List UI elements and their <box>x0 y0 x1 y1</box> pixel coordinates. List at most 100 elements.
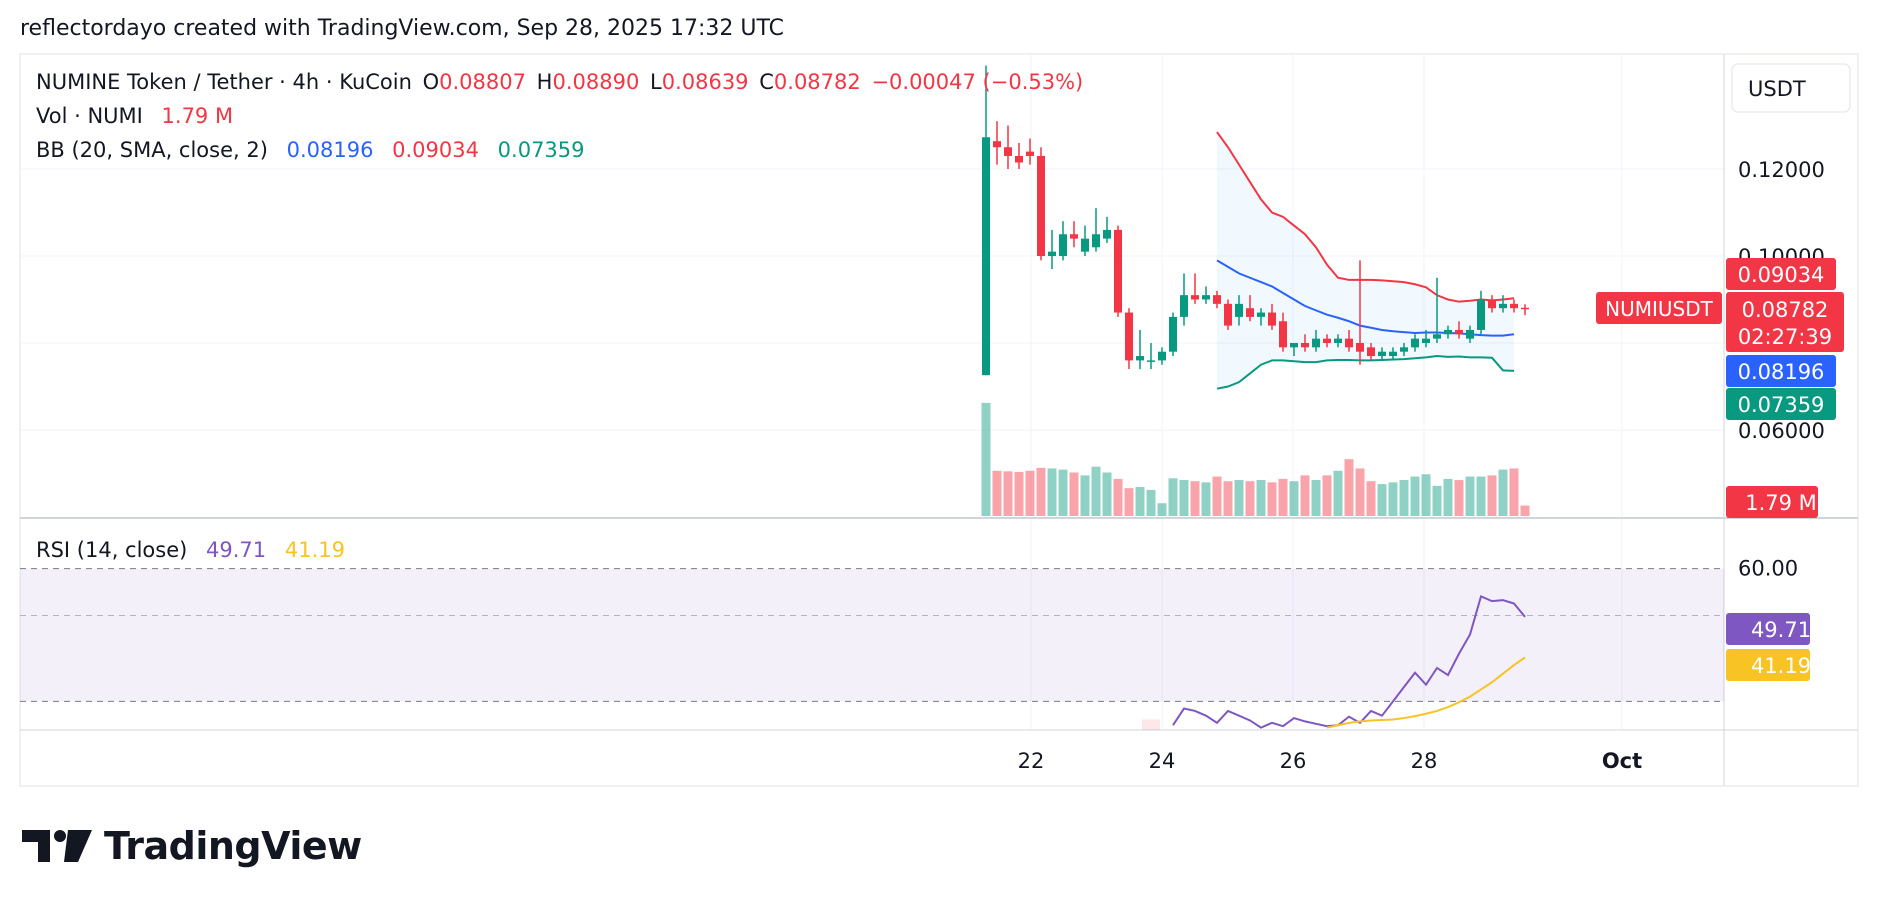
candle-body <box>1378 351 1386 357</box>
candle <box>982 65 990 376</box>
candle <box>1158 347 1166 365</box>
high-value: 0.08890 <box>552 70 640 94</box>
candle <box>1213 290 1221 309</box>
candle-body <box>1323 338 1331 343</box>
candle <box>1191 273 1199 304</box>
volume-bar <box>1212 476 1222 516</box>
logo-text: TradingView <box>104 824 362 868</box>
rsi-ma-value: 41.19 <box>284 538 345 562</box>
candle <box>1521 304 1529 316</box>
candle <box>1257 308 1265 326</box>
volume-bar <box>1432 485 1442 516</box>
candle-body <box>982 137 990 376</box>
chart-grid <box>20 54 1724 730</box>
bb-legend[interactable]: BB (20, SMA, close, 2) 0.08196 0.09034 0… <box>36 138 589 162</box>
bb-label: BB (20, SMA, close, 2) <box>36 138 268 162</box>
candle-body <box>1213 295 1221 304</box>
tradingview-logo-icon <box>22 830 92 862</box>
candle-body <box>1422 338 1430 343</box>
chart-frame <box>19 53 1859 787</box>
time-tick-label: 24 <box>1149 749 1176 773</box>
symbol-badge: NUMIUSDT <box>1596 292 1722 324</box>
candle <box>1345 329 1353 352</box>
candles <box>982 65 1529 376</box>
candle <box>1004 125 1012 169</box>
time-tick-label: 22 <box>1018 749 1045 773</box>
rsi-oversold-fill <box>1142 719 1160 730</box>
volume-bar <box>1278 478 1288 516</box>
rsi-ma-badge: 41.19 <box>1726 649 1811 681</box>
candle <box>1400 343 1408 357</box>
bb-lower-value: 0.07359 <box>497 138 585 162</box>
volume-bar <box>1058 469 1068 516</box>
bollinger-bands <box>1216 131 1515 390</box>
tradingview-logo[interactable]: TradingView <box>22 824 362 868</box>
candle-body <box>1169 316 1177 352</box>
candle <box>1180 273 1188 326</box>
volume-bar <box>1443 478 1453 516</box>
candle <box>1103 216 1111 243</box>
candle <box>1070 221 1078 248</box>
close-label: C <box>759 70 774 94</box>
volume-bar <box>1388 482 1398 516</box>
volume-bar <box>1399 480 1409 516</box>
volume-bar <box>1366 481 1376 516</box>
candle-body <box>1257 312 1265 317</box>
upper-band-badge: 0.09034 <box>1726 258 1836 290</box>
currency-label: USDT <box>1748 77 1806 101</box>
candle-body <box>1455 329 1463 335</box>
rsi-legend[interactable]: RSI (14, close) 49.71 41.19 <box>36 538 349 562</box>
volume-legend[interactable]: Vol · NUMI 1.79 M <box>36 104 237 128</box>
symbol-label[interactable]: NUMINE Token / Tether · 4h · KuCoin <box>36 70 412 94</box>
candle-body <box>1015 155 1023 163</box>
volume-bar <box>1333 470 1343 516</box>
candle <box>1422 329 1430 348</box>
close-value: 0.08782 <box>773 70 861 94</box>
candle <box>1455 321 1463 339</box>
last-price-text: 0.08782 <box>1742 298 1829 322</box>
rsi-tick-label: 60.00 <box>1738 557 1798 581</box>
volume-bars <box>981 402 1530 516</box>
candle-body <box>1224 303 1232 326</box>
volume-bar <box>1267 482 1277 516</box>
volume-bar <box>1157 503 1167 516</box>
basis-badge-text: 0.08196 <box>1738 360 1825 384</box>
volume-bar <box>1289 481 1299 516</box>
bb-basis-line <box>1216 259 1515 337</box>
candle <box>1202 286 1210 304</box>
volume-bar <box>1014 471 1024 516</box>
candle-body <box>1059 234 1067 256</box>
candle <box>1488 295 1496 313</box>
open-value: 0.08807 <box>439 70 526 94</box>
high-label: H <box>536 70 553 94</box>
candle <box>1433 277 1441 343</box>
open-label: O <box>422 70 440 94</box>
candle-body <box>1158 351 1166 361</box>
lower-band-badge-text: 0.07359 <box>1738 393 1825 417</box>
bb-upper-line <box>1216 131 1515 303</box>
volume-bar <box>1322 475 1332 516</box>
candle <box>1048 229 1056 270</box>
candle-body <box>1037 155 1045 256</box>
candle-body <box>1367 347 1375 357</box>
volume-bar <box>1223 481 1233 516</box>
candle <box>993 121 1001 165</box>
volume-bar <box>1476 476 1486 516</box>
candle-body <box>993 141 1001 148</box>
candle-body <box>1092 234 1100 248</box>
volume-bar <box>1509 468 1519 516</box>
currency-button-box <box>1731 63 1851 113</box>
rsi-badge-box <box>1726 613 1810 645</box>
volume-bar <box>1069 472 1079 516</box>
candle-body <box>1070 234 1078 239</box>
time-tick-label: 28 <box>1411 749 1438 773</box>
candle-body <box>1389 351 1397 357</box>
upper-band-badge-text: 0.09034 <box>1738 263 1825 287</box>
currency-button[interactable]: USDT <box>1731 63 1851 113</box>
candle <box>1334 334 1342 348</box>
low-label: L <box>650 70 662 94</box>
candle-body <box>1411 338 1419 348</box>
volume-bar <box>1377 484 1387 516</box>
